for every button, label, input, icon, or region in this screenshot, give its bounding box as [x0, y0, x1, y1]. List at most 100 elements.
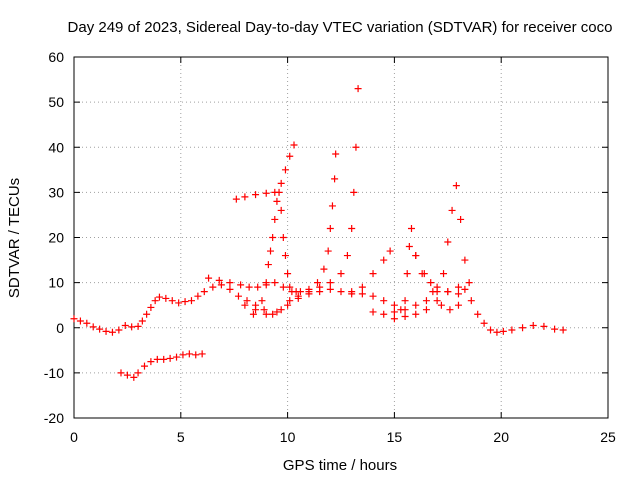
- data-point: [271, 279, 279, 287]
- data-point: [284, 301, 292, 309]
- data-point: [440, 270, 448, 278]
- data-point: [493, 328, 501, 336]
- data-point: [529, 321, 537, 329]
- data-point: [115, 326, 123, 334]
- x-tick-labels: 0 5 10 15 20 25: [70, 429, 616, 445]
- grid-lines: [74, 57, 608, 418]
- data-point: [123, 371, 131, 379]
- data-point: [179, 351, 187, 359]
- series-arc-4: [249, 188, 294, 318]
- series-arc-11: [412, 252, 462, 314]
- data-point: [454, 290, 462, 298]
- data-point: [262, 310, 270, 318]
- data-point: [454, 283, 462, 291]
- data-point: [241, 193, 249, 201]
- data-point: [200, 288, 208, 296]
- data-point: [343, 252, 351, 260]
- data-point: [324, 247, 332, 255]
- data-point: [269, 310, 277, 318]
- data-point: [117, 369, 125, 377]
- data-point: [390, 308, 398, 316]
- x-tick-label: 5: [177, 429, 185, 445]
- data-point: [134, 322, 142, 330]
- data-point: [290, 141, 298, 149]
- data-point: [354, 85, 362, 93]
- data-point: [427, 279, 435, 287]
- data-point: [412, 252, 420, 260]
- data-point: [260, 306, 268, 314]
- x-tick-label: 10: [280, 429, 296, 445]
- data-point: [540, 322, 548, 330]
- data-point: [185, 350, 193, 358]
- data-point: [326, 279, 334, 287]
- data-point: [401, 306, 409, 314]
- x-tick-label: 0: [70, 429, 78, 445]
- data-point: [209, 283, 217, 291]
- data-point: [454, 301, 462, 309]
- data-point: [175, 299, 183, 307]
- data-point: [121, 321, 129, 329]
- series-arc-1: [70, 281, 300, 336]
- data-point: [461, 285, 469, 293]
- y-tick-label: 0: [56, 320, 64, 336]
- data-point: [267, 247, 275, 255]
- data-point: [226, 285, 234, 293]
- data-point: [401, 312, 409, 320]
- data-point: [457, 215, 465, 223]
- data-point: [559, 326, 567, 334]
- data-point: [262, 189, 270, 197]
- chart-title: Day 249 of 2023, Sidereal Day-to-day VTE…: [68, 19, 613, 36]
- y-tick-label: 50: [48, 94, 64, 110]
- y-tick-label: 10: [48, 275, 64, 291]
- data-point: [369, 292, 377, 300]
- data-point: [215, 276, 223, 284]
- data-point: [467, 297, 475, 305]
- data-point: [166, 354, 174, 362]
- data-point: [237, 281, 245, 289]
- data-point: [508, 326, 516, 334]
- data-point: [348, 224, 356, 232]
- y-tick-labels: -20 -10 0 10 20 30 40 50 60: [44, 49, 64, 426]
- data-point: [286, 297, 294, 305]
- data-point: [422, 306, 430, 314]
- data-point: [337, 270, 345, 278]
- data-point: [380, 297, 388, 305]
- data-point: [337, 288, 345, 296]
- y-axis-label: SDTVAR / TECUs: [6, 178, 23, 298]
- data-point: [474, 310, 482, 318]
- data-point: [519, 324, 527, 332]
- data-point: [245, 283, 253, 291]
- data-point: [173, 353, 181, 361]
- data-point: [348, 288, 356, 296]
- series-arc-2: [117, 350, 206, 381]
- x-axis-label: GPS time / hours: [283, 457, 397, 474]
- data-point: [412, 310, 420, 318]
- data-point: [232, 195, 240, 203]
- data-point: [147, 303, 155, 311]
- data-point: [461, 256, 469, 264]
- y-tick-label: 20: [48, 230, 64, 246]
- data-point: [138, 317, 146, 325]
- data-point: [89, 323, 97, 331]
- y-tick-label: -10: [44, 365, 64, 381]
- y-tick-label: 30: [48, 184, 64, 200]
- data-point: [286, 152, 294, 160]
- data-point: [429, 288, 437, 296]
- data-point: [390, 315, 398, 323]
- data-point: [249, 310, 257, 318]
- data-point: [277, 206, 285, 214]
- data-point: [279, 283, 287, 291]
- x-tick-label: 15: [387, 429, 403, 445]
- data-point: [162, 294, 170, 302]
- data-point: [296, 288, 304, 296]
- data-point: [168, 297, 176, 305]
- x-tick-label: 25: [600, 429, 616, 445]
- data-point: [433, 297, 441, 305]
- series-arc-9: [369, 182, 473, 318]
- data-points: [70, 85, 567, 381]
- data-point: [262, 281, 270, 289]
- series-arc-3: [232, 141, 298, 203]
- data-point: [401, 297, 409, 305]
- data-point: [405, 243, 413, 251]
